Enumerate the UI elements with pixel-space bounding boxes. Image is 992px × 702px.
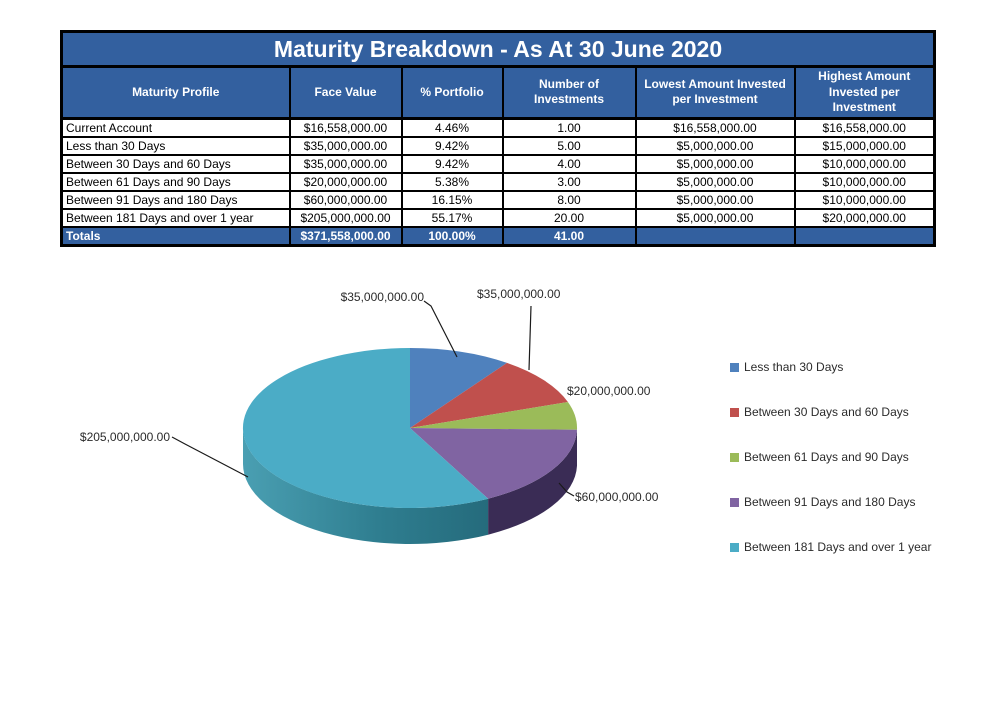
cell-face-value: $35,000,000.00 [288, 153, 403, 174]
pie-slice-between-61-and-90-days [410, 402, 578, 430]
cell-totals-highest [793, 225, 936, 247]
cell-pct: 9.42% [400, 153, 504, 174]
chart-legend: Less than 30 Days Between 30 Days and 60… [730, 360, 931, 585]
cell-pct: 55.17% [400, 207, 504, 228]
cell-lowest: $5,000,000.00 [634, 171, 796, 192]
table-row: Between 30 Days and 60 Days $35,000,000.… [60, 153, 936, 174]
cell-highest: $10,000,000.00 [793, 153, 936, 174]
cell-totals-lowest [634, 225, 796, 247]
legend-item: Less than 30 Days [730, 360, 931, 374]
cell-face-value: $60,000,000.00 [288, 189, 403, 210]
legend-swatch-icon [730, 362, 739, 372]
cell-num-investments: 4.00 [501, 153, 637, 174]
table-row: Between 181 Days and over 1 year $205,00… [60, 207, 936, 228]
legend-label: Less than 30 Days [744, 360, 844, 374]
legend-swatch-icon [730, 452, 739, 462]
cell-lowest: $5,000,000.00 [634, 135, 796, 156]
cell-num-investments: 3.00 [501, 171, 637, 192]
cell-pct: 16.15% [400, 189, 504, 210]
cell-num-investments: 1.00 [501, 117, 637, 138]
leader-line-purple-label [558, 482, 575, 497]
table-row: Between 91 Days and 180 Days $60,000,000… [60, 189, 936, 210]
pie-slice-less-than-30-days [410, 348, 507, 428]
leader-line-blue-label [423, 300, 458, 358]
pie-data-label-between-30-and-60-days: $35,000,000.00 [477, 287, 561, 301]
legend-swatch-icon [730, 407, 739, 417]
col-header-highest-amount: Highest Amount Invested per Investment [793, 65, 936, 120]
legend-item: Between 91 Days and 180 Days [730, 495, 931, 509]
pie-side-teal [243, 428, 489, 544]
legend-swatch-icon [730, 497, 739, 507]
leader-line-red-label [528, 305, 532, 371]
table-row: Between 61 Days and 90 Days $20,000,000.… [60, 171, 936, 192]
cell-profile: Between 181 Days and over 1 year [60, 207, 291, 228]
maturity-breakdown-table: Maturity Breakdown - As At 30 June 2020 … [59, 30, 937, 247]
legend-label: Between 30 Days and 60 Days [744, 405, 909, 419]
cell-pct: 5.38% [400, 171, 504, 192]
cell-num-investments: 20.00 [501, 207, 637, 228]
cell-face-value: $205,000,000.00 [288, 207, 403, 228]
cell-profile: Between 91 Days and 180 Days [60, 189, 291, 210]
cell-lowest: $5,000,000.00 [634, 153, 796, 174]
legend-item: Between 181 Days and over 1 year [730, 540, 931, 554]
col-header-face-value: Face Value [288, 65, 403, 120]
legend-label: Between 181 Days and over 1 year [744, 540, 932, 554]
cell-lowest: $5,000,000.00 [634, 207, 796, 228]
legend-label: Between 61 Days and 90 Days [744, 450, 909, 464]
pie-data-label-between-61-and-90-days: $20,000,000.00 [567, 384, 651, 398]
table-header-row: Maturity Profile Face Value % Portfolio … [60, 65, 936, 120]
table-totals-row: Totals $371,558,000.00 100.00% 41.00 [60, 225, 936, 247]
col-header-lowest-amount: Lowest Amount Invested per Investment [634, 65, 796, 120]
col-header-maturity-profile: Maturity Profile [60, 65, 291, 120]
cell-face-value: $16,558,000.00 [288, 117, 403, 138]
pie-data-label-less-than-30-days: $35,000,000.00 [340, 290, 424, 304]
cell-totals-num: 41.00 [501, 225, 637, 247]
cell-totals-label: Totals [60, 225, 291, 247]
cell-highest: $20,000,000.00 [793, 207, 936, 228]
cell-profile: Current Account [60, 117, 291, 138]
pie-slice-between-30-and-60-days [410, 362, 568, 428]
legend-label: Between 91 Days and 180 Days [744, 495, 916, 509]
pie-side-purple [488, 429, 577, 535]
pie-data-label-between-181-days-and-over-1-year: $205,000,000.00 [79, 430, 170, 444]
table-row: Less than 30 Days $35,000,000.00 9.42% 5… [60, 135, 936, 156]
col-header-number-of-investments: Number of Investments [501, 65, 637, 120]
legend-swatch-icon [730, 542, 739, 552]
table-row: Current Account $16,558,000.00 4.46% 1.0… [60, 117, 936, 138]
pie-data-label-between-91-and-180-days: $60,000,000.00 [575, 490, 659, 504]
legend-item: Between 30 Days and 60 Days [730, 405, 931, 419]
col-header-pct-portfolio: % Portfolio [400, 65, 504, 120]
leader-line-teal-label [171, 436, 249, 478]
cell-face-value: $20,000,000.00 [288, 171, 403, 192]
cell-profile: Between 61 Days and 90 Days [60, 171, 291, 192]
cell-lowest: $5,000,000.00 [634, 189, 796, 210]
cell-totals-pct: 100.00% [400, 225, 504, 247]
cell-totals-face-value: $371,558,000.00 [288, 225, 403, 247]
cell-profile: Between 30 Days and 60 Days [60, 153, 291, 174]
legend-item: Between 61 Days and 90 Days [730, 450, 931, 464]
cell-highest: $15,000,000.00 [793, 135, 936, 156]
cell-profile: Less than 30 Days [60, 135, 291, 156]
pie-slice-between-181-days-and-over-1-year [242, 348, 489, 508]
cell-highest: $10,000,000.00 [793, 171, 936, 192]
cell-num-investments: 5.00 [501, 135, 637, 156]
pie-slice-between-91-and-180-days [410, 428, 577, 499]
cell-face-value: $35,000,000.00 [288, 135, 403, 156]
cell-highest: $10,000,000.00 [793, 189, 936, 210]
cell-num-investments: 8.00 [501, 189, 637, 210]
cell-pct: 9.42% [400, 135, 504, 156]
page-title: Maturity Breakdown - As At 30 June 2020 [59, 30, 937, 68]
